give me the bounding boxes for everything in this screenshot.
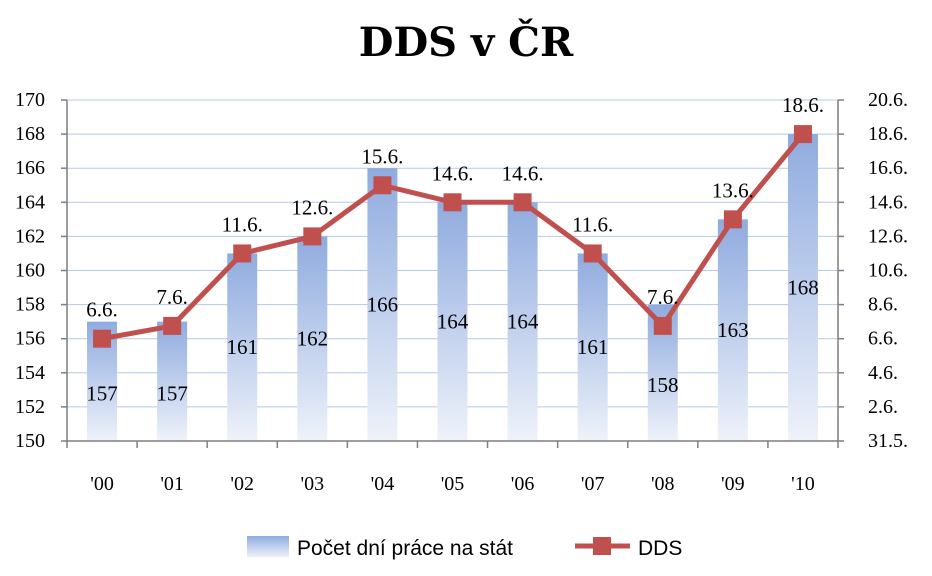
bar: [297, 236, 328, 441]
legend-label-line: DDS: [638, 537, 682, 560]
right-tick-label: 6.6.: [868, 328, 898, 350]
line-marker: [373, 176, 392, 195]
x-tick-label: '02: [230, 473, 254, 495]
left-tick-label: 170: [15, 89, 45, 111]
legend-label-bar: Počet dní práce na stát: [297, 537, 513, 560]
right-tick-label: 16.6.: [868, 157, 908, 179]
bar-data-label: 157: [156, 381, 188, 405]
bar-data-label: 168: [787, 276, 819, 300]
right-tick-label: 8.6.: [868, 294, 898, 316]
line-data-label: 7.6.: [156, 285, 188, 309]
x-tick-label: '09: [721, 473, 745, 495]
x-axis-ticks: '00 '01 '02 '03 '04 '05 '06 '07 '08 '09 '10: [66, 441, 839, 495]
left-tick-label: 160: [15, 260, 45, 282]
bar-data-label: 166: [367, 293, 399, 317]
bar-series: [87, 134, 818, 441]
line-marker: [793, 125, 812, 144]
bar: [577, 253, 608, 441]
right-tick-label: 10.6.: [868, 260, 908, 282]
bar-data-label: 157: [86, 381, 118, 405]
legend-swatch-bar: [247, 536, 289, 557]
bar: [367, 168, 398, 441]
line-marker: [723, 210, 742, 229]
left-tick-label: 158: [15, 294, 45, 316]
left-tick-label: 164: [15, 191, 45, 213]
bar-data-label: 161: [226, 335, 258, 359]
bar-data-label: 158: [647, 373, 679, 397]
line-marker: [233, 244, 252, 263]
line-data-label: 18.6.: [782, 93, 824, 117]
x-tick-label: '03: [301, 473, 325, 495]
left-tick-label: 168: [15, 123, 45, 145]
line-data-label: 11.6.: [222, 212, 263, 236]
bar: [437, 202, 468, 441]
legend-swatch-marker: [593, 537, 611, 555]
right-tick-label: 12.6.: [868, 225, 908, 247]
line-marker: [443, 193, 462, 212]
line-marker: [163, 316, 182, 335]
line-marker: [653, 316, 672, 335]
right-tick-label: 4.6.: [868, 362, 898, 384]
line-marker: [513, 193, 532, 212]
left-tick-label: 156: [15, 328, 45, 350]
line-data-label: 13.6.: [712, 178, 754, 202]
x-tick-label: '10: [791, 473, 815, 495]
right-tick-label: 20.6.: [868, 89, 908, 111]
bar-data-labels: 157 157 161 162 166 164 164 161 158 163 168: [86, 276, 818, 406]
bar: [507, 202, 538, 441]
bar-data-label: 163: [717, 318, 749, 342]
x-tick-label: '06: [511, 473, 535, 495]
left-tick-label: 152: [15, 396, 45, 418]
left-tick-label: 162: [15, 225, 45, 247]
chart-title: DDS v ČR: [359, 19, 574, 66]
line-data-label: 14.6.: [432, 161, 474, 185]
x-tick-label: '07: [581, 473, 605, 495]
bar: [157, 321, 188, 441]
left-tick-label: 166: [15, 157, 45, 179]
left-axis-ticks: 150 152 154 156 158 160 162 164 166 168 170: [15, 89, 67, 452]
x-tick-label: '05: [441, 473, 465, 495]
right-tick-label: 2.6.: [868, 396, 898, 418]
right-tick-label: 18.6.: [868, 123, 908, 145]
x-tick-label: '08: [651, 473, 675, 495]
bar-data-label: 161: [577, 335, 609, 359]
line-marker: [93, 329, 112, 348]
x-tick-label: '01: [160, 473, 184, 495]
x-tick-label: '04: [371, 473, 395, 495]
right-axis-ticks: 31.5. 2.6. 4.6. 6.6. 8.6. 10.6. 12.6. 14.6. 16.6…: [838, 89, 908, 452]
line-marker: [303, 227, 322, 246]
bar-data-label: 162: [297, 327, 329, 351]
line-data-label: 11.6.: [572, 212, 613, 236]
line-data-label: 14.6.: [502, 161, 544, 185]
legend: Počet dní práce na stát DDS: [247, 536, 682, 560]
x-tick-label: '00: [90, 473, 114, 495]
bar-data-label: 164: [437, 310, 469, 334]
left-tick-label: 150: [15, 430, 45, 452]
left-tick-label: 154: [15, 362, 45, 384]
bar: [717, 219, 748, 441]
line-data-label: 12.6.: [291, 195, 333, 219]
line-data-label: 7.6.: [647, 285, 679, 309]
right-tick-label: 14.6.: [868, 191, 908, 213]
bar: [227, 253, 258, 441]
right-tick-label: 31.5.: [868, 430, 908, 452]
bar-data-label: 164: [507, 310, 539, 334]
line-data-label: 6.6.: [86, 298, 118, 322]
line-series: [93, 125, 812, 348]
line-marker: [583, 244, 602, 263]
line-data-labels: 6.6. 7.6. 11.6. 12.6. 15.6. 14.6. 14.6. 11.6. 7.…: [86, 93, 824, 322]
bar: [787, 134, 818, 441]
line-data-label: 15.6.: [361, 144, 403, 168]
